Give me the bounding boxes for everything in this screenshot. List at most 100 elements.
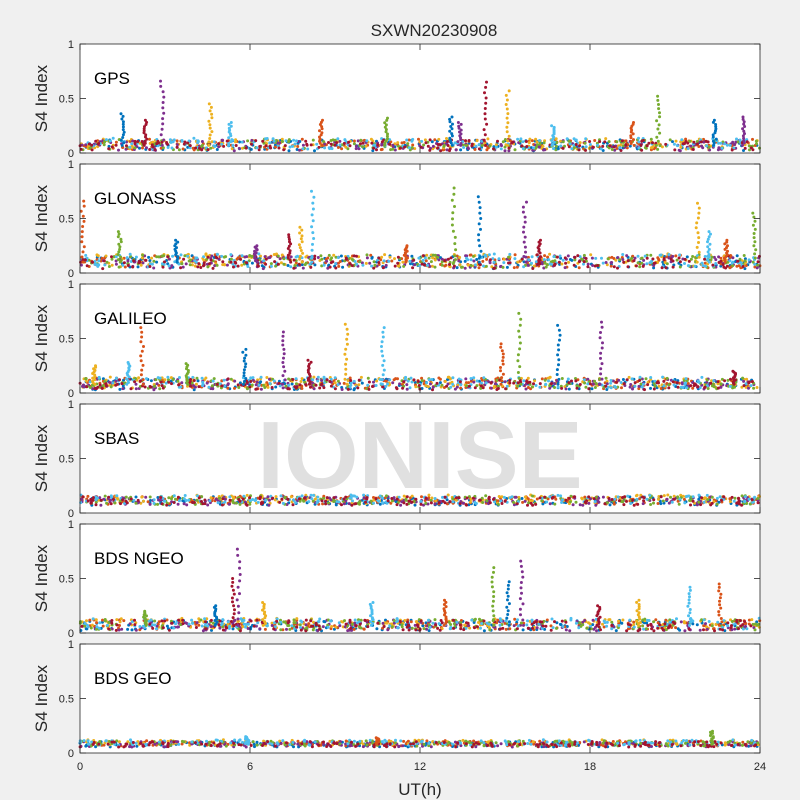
data-point xyxy=(678,253,682,257)
data-point xyxy=(148,259,152,263)
data-point xyxy=(609,264,613,268)
data-point xyxy=(609,381,613,385)
data-point xyxy=(229,260,233,264)
data-point xyxy=(449,256,453,260)
data-point xyxy=(255,380,259,384)
data-point xyxy=(236,383,240,387)
data-point xyxy=(328,265,332,269)
data-point xyxy=(409,262,412,266)
data-point xyxy=(110,255,113,259)
data-point xyxy=(477,233,481,237)
data-point xyxy=(333,143,337,147)
data-point xyxy=(132,259,136,263)
data-point xyxy=(467,384,471,388)
data-point xyxy=(121,133,125,137)
data-point xyxy=(180,262,184,266)
data-point xyxy=(478,244,482,248)
data-point xyxy=(657,123,661,127)
data-point xyxy=(529,387,533,391)
data-point xyxy=(590,256,594,260)
data-point xyxy=(192,384,196,388)
data-point xyxy=(657,257,661,261)
data-point xyxy=(385,118,389,122)
data-point xyxy=(220,384,224,388)
data-point xyxy=(557,260,561,264)
data-point xyxy=(206,503,210,507)
data-point xyxy=(107,495,111,499)
data-point xyxy=(288,249,292,253)
data-point xyxy=(352,139,356,143)
data-point xyxy=(535,143,539,147)
data-point xyxy=(611,379,615,383)
data-point xyxy=(310,260,314,264)
data-point xyxy=(656,502,660,505)
data-point xyxy=(273,260,277,264)
data-point xyxy=(634,264,638,268)
data-point xyxy=(658,144,662,148)
data-point xyxy=(555,368,559,372)
data-point xyxy=(316,375,320,379)
data-point xyxy=(152,501,156,505)
data-point xyxy=(747,381,751,385)
data-point xyxy=(286,247,290,250)
data-point xyxy=(586,265,590,269)
data-point xyxy=(617,378,621,382)
data-point xyxy=(646,383,650,387)
data-point xyxy=(756,260,760,264)
data-point xyxy=(648,493,652,497)
data-point xyxy=(140,335,144,339)
data-point xyxy=(176,240,180,244)
data-point xyxy=(300,137,304,141)
data-point xyxy=(689,257,693,261)
data-point xyxy=(612,502,616,506)
data-point xyxy=(625,499,628,503)
data-point xyxy=(393,264,397,268)
data-point xyxy=(264,137,268,141)
data-point xyxy=(293,264,297,268)
data-point xyxy=(626,259,630,263)
data-point xyxy=(584,259,588,263)
data-point xyxy=(589,497,592,501)
data-point xyxy=(703,385,707,389)
data-point xyxy=(725,264,729,268)
data-point xyxy=(484,381,488,385)
data-point xyxy=(501,355,505,359)
data-point xyxy=(687,259,691,263)
data-point xyxy=(334,266,338,270)
data-point xyxy=(697,241,700,244)
data-point xyxy=(600,320,603,324)
data-point xyxy=(129,387,133,391)
data-point xyxy=(202,263,206,267)
data-point xyxy=(703,261,707,265)
data-point xyxy=(87,258,91,262)
data-point xyxy=(383,121,387,125)
data-point xyxy=(202,255,206,259)
data-point xyxy=(424,141,428,145)
data-point xyxy=(94,139,98,143)
data-point xyxy=(484,264,488,268)
data-point xyxy=(241,350,245,354)
data-point xyxy=(384,384,388,388)
data-point xyxy=(742,136,746,140)
data-point xyxy=(397,264,401,268)
data-point xyxy=(665,376,669,380)
data-point xyxy=(399,503,403,507)
data-point xyxy=(152,259,156,263)
data-point xyxy=(408,146,411,150)
data-point xyxy=(677,502,681,506)
data-point xyxy=(137,376,141,380)
data-point xyxy=(484,85,488,89)
data-point xyxy=(468,500,472,504)
data-point xyxy=(497,257,501,261)
data-point xyxy=(614,629,618,633)
data-point xyxy=(306,147,310,151)
data-point xyxy=(117,242,121,246)
data-point xyxy=(500,349,504,353)
data-point xyxy=(741,117,745,121)
data-point xyxy=(560,386,564,390)
data-point xyxy=(206,255,210,259)
data-point xyxy=(742,122,746,126)
data-point xyxy=(447,375,451,379)
data-point xyxy=(393,148,397,152)
data-point xyxy=(210,254,214,258)
